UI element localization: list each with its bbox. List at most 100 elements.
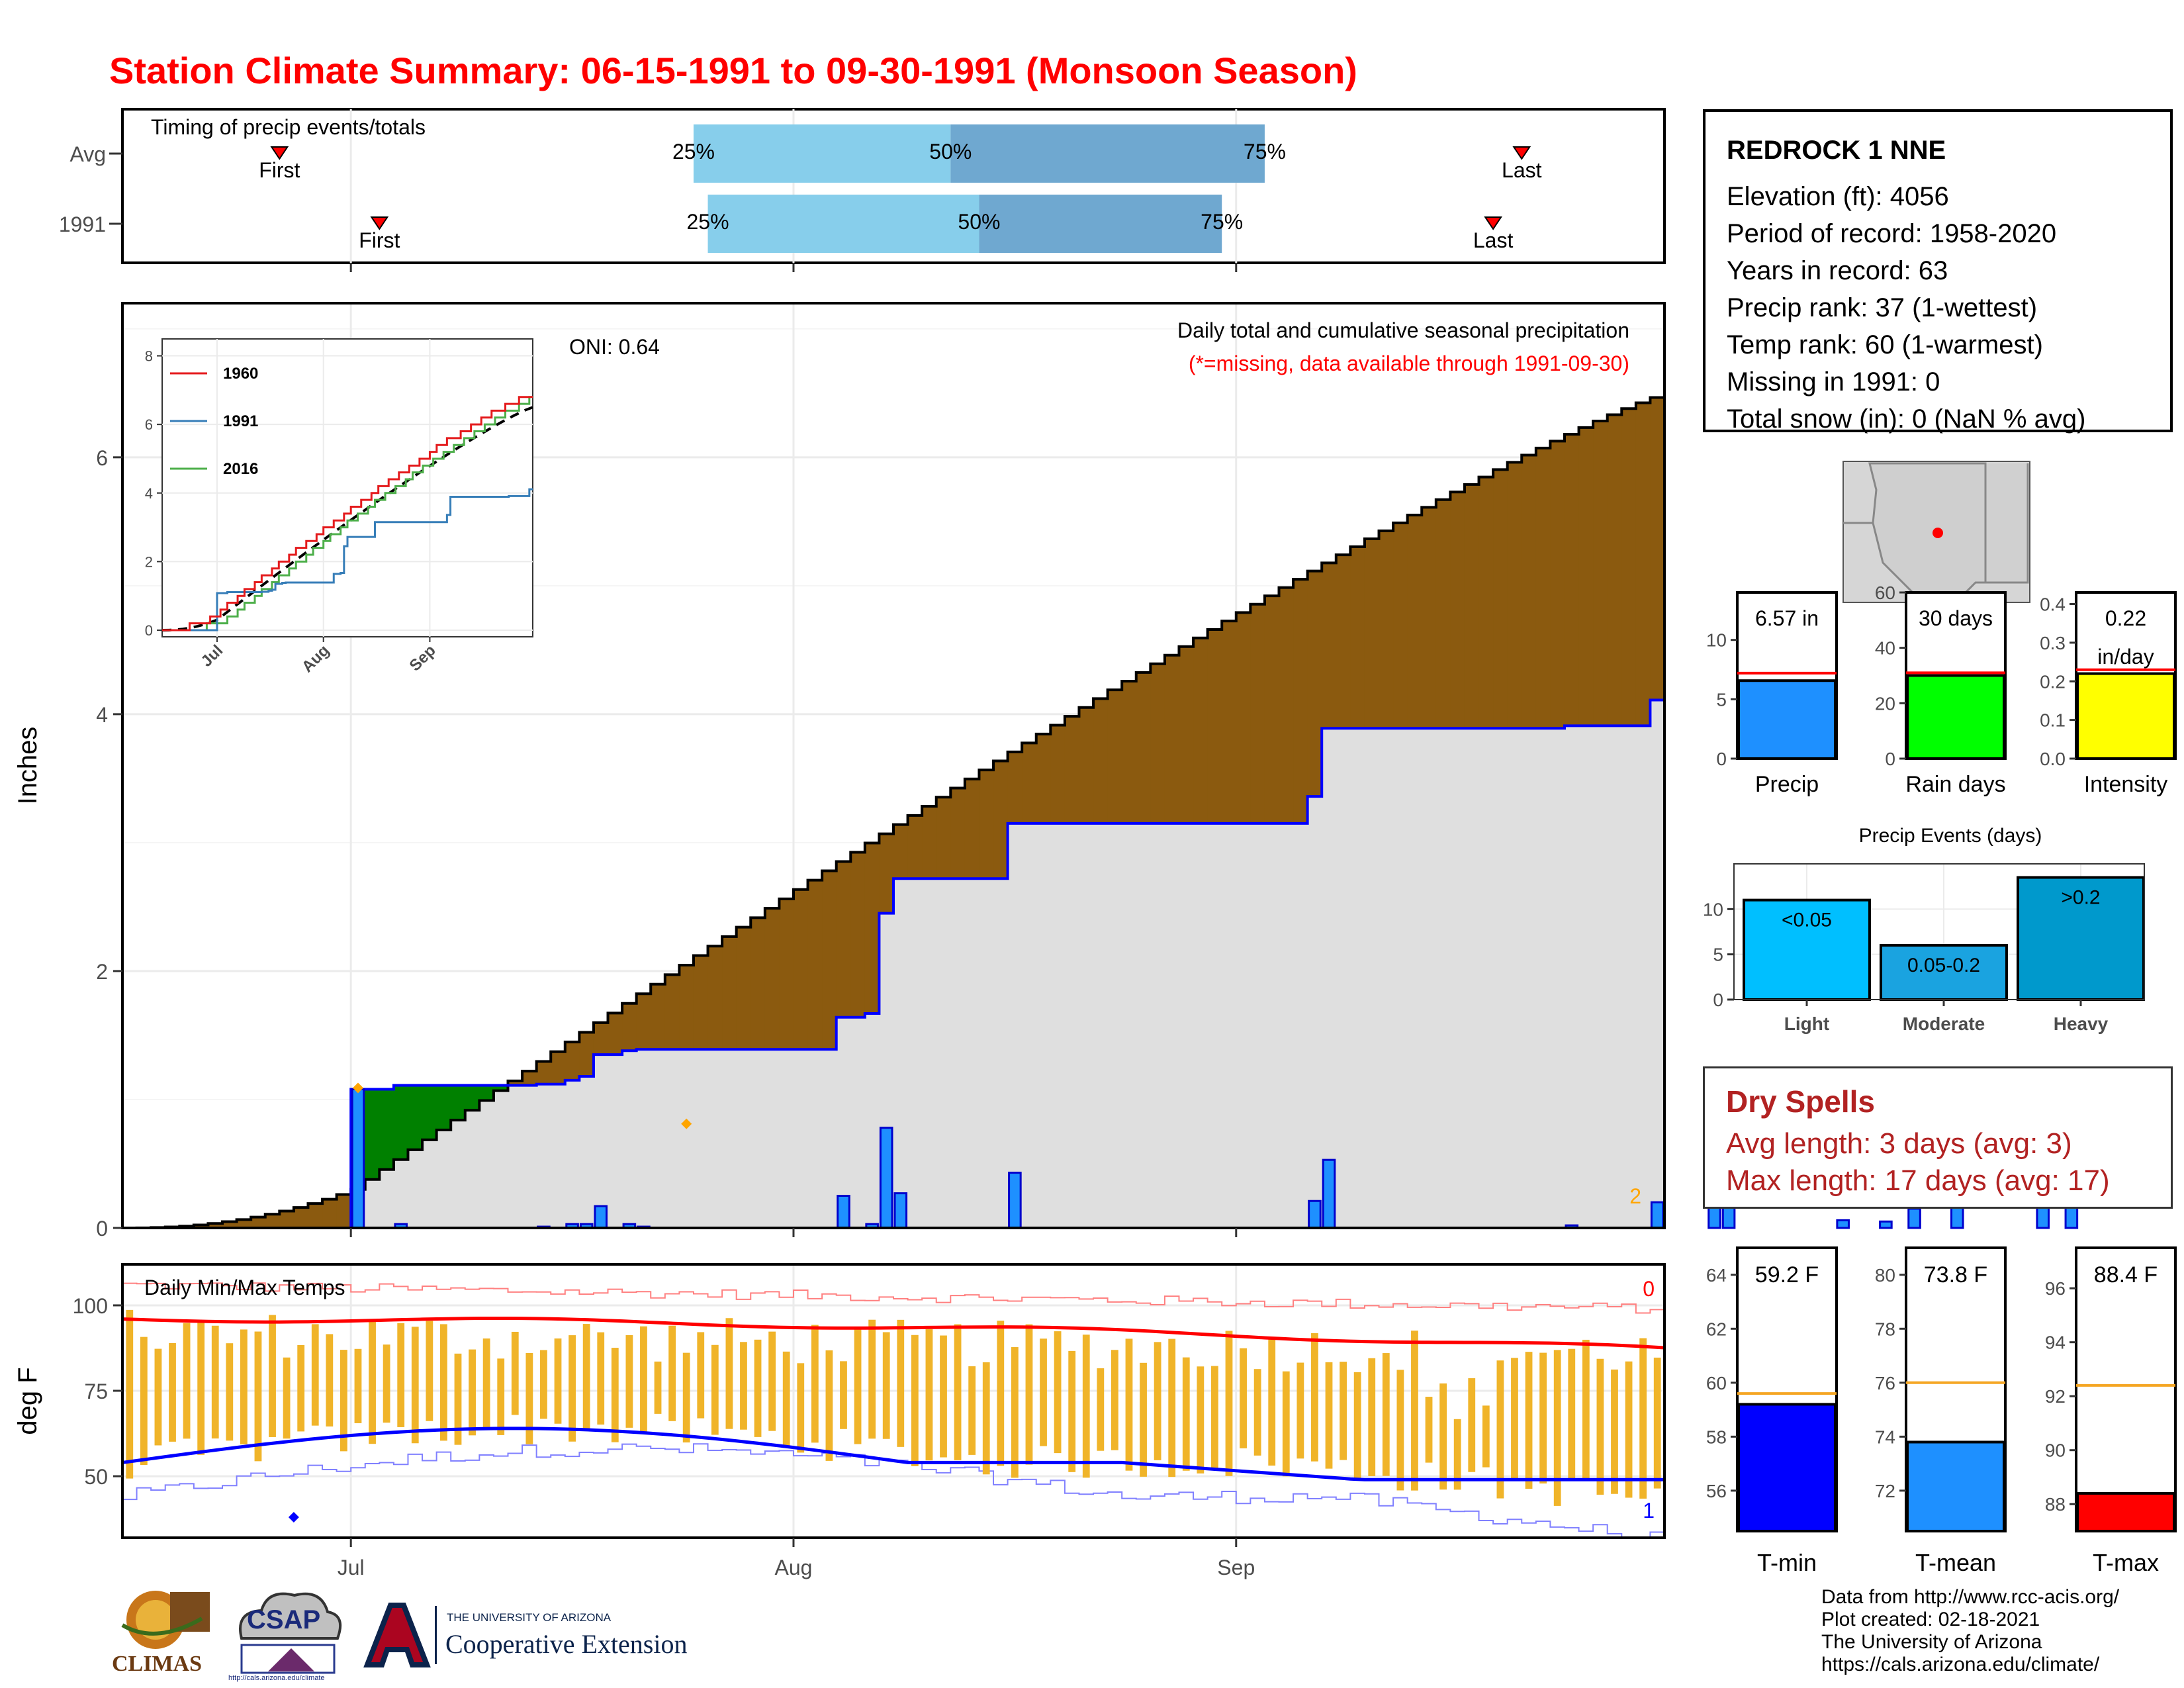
temp-daily-bar bbox=[1182, 1357, 1190, 1471]
precip-deficit-area bbox=[1450, 492, 1465, 729]
temp-daily-bar bbox=[954, 1324, 962, 1460]
temp-daily-bar bbox=[1568, 1348, 1576, 1479]
precip-y-tick-label: 2 bbox=[96, 960, 108, 984]
temp-daily-bar bbox=[411, 1327, 419, 1444]
precip-deficit-area bbox=[1336, 555, 1351, 729]
timing-bar-early bbox=[707, 195, 979, 253]
temp-daily-bar bbox=[697, 1332, 705, 1419]
temp-summary-value: 73.8 F bbox=[1924, 1262, 1987, 1288]
temp-daily-bar bbox=[569, 1335, 576, 1442]
precip-events-bar-label: >0.2 bbox=[2061, 887, 2100, 909]
oni-label: ONI: 0.64 bbox=[569, 335, 660, 359]
precip-deficit-area bbox=[1493, 469, 1508, 729]
precip-deficit-area bbox=[1379, 530, 1394, 729]
timing-first-marker bbox=[270, 146, 289, 160]
precip-deficit-area bbox=[936, 797, 951, 879]
precip-deficit-area bbox=[1650, 397, 1665, 700]
precip-deficit-area bbox=[1535, 447, 1551, 729]
temp-summary-tick-label: 96 bbox=[2045, 1278, 2066, 1299]
precip-deficit-area bbox=[751, 917, 766, 1050]
precip-deficit-area bbox=[293, 1207, 309, 1228]
temp-daily-bar bbox=[940, 1335, 947, 1458]
inset-frame bbox=[161, 338, 533, 637]
temp-y-tick-label: 50 bbox=[84, 1465, 108, 1489]
station-details: Elevation (ft): 4056 Period of record: 19… bbox=[1727, 178, 2170, 438]
temp-daily-bar bbox=[797, 1363, 805, 1453]
temp-daily-bar bbox=[1225, 1331, 1233, 1476]
temp-daily-bar bbox=[1525, 1352, 1533, 1489]
precip-daily-bar bbox=[1836, 1219, 1850, 1229]
temp-avg-min-line bbox=[122, 1427, 1664, 1481]
timing-last-label: Last bbox=[1473, 228, 1514, 252]
temp-daily-bar bbox=[169, 1342, 176, 1442]
precip-deficit-area bbox=[1479, 477, 1494, 729]
temp-y-axis-title: deg F bbox=[13, 1367, 42, 1434]
temp-daily-bar bbox=[1596, 1358, 1604, 1495]
precip-deficit-area bbox=[651, 984, 666, 1050]
inset-y-tick-label: 2 bbox=[145, 553, 153, 570]
inset-y-tick-label: 0 bbox=[145, 622, 153, 639]
precip-deficit-area bbox=[893, 824, 909, 879]
csap-logo: CSAP http://cals.arizona.edu/climate bbox=[228, 1585, 347, 1685]
temp-summary-bar-t-min bbox=[1737, 1403, 1837, 1532]
precip-deficit-area bbox=[1322, 563, 1337, 729]
footer-line: https://cals.arizona.edu/climate/ bbox=[1821, 1654, 2100, 1675]
mini-bar-tick-label: 0 bbox=[1716, 749, 1727, 769]
precip-deficit-area bbox=[1236, 612, 1251, 823]
precip-deficit-area bbox=[279, 1211, 295, 1228]
temp-daily-bar bbox=[1582, 1339, 1590, 1480]
precip-daily-bar bbox=[1907, 1207, 1921, 1229]
temp-summary-tick-label: 60 bbox=[1706, 1373, 1727, 1393]
precip-deficit-area bbox=[1307, 571, 1322, 797]
dry-spells-title: Dry Spells bbox=[1726, 1084, 1875, 1119]
precip-deficit-area bbox=[522, 1071, 537, 1086]
temp-summary-tick-label: 76 bbox=[1875, 1373, 1895, 1393]
temp-daily-bar bbox=[1111, 1350, 1118, 1450]
precip-deficit-area bbox=[1222, 621, 1237, 823]
precip-deficit-area bbox=[1578, 427, 1594, 726]
precip-deficit-area bbox=[1364, 538, 1380, 729]
temp-daily-bar bbox=[825, 1350, 833, 1461]
precip-deficit-area bbox=[251, 1217, 266, 1228]
temp-daily-bar bbox=[611, 1348, 619, 1442]
temp-daily-bar bbox=[840, 1361, 847, 1429]
temp-daily-bar bbox=[440, 1324, 447, 1441]
temp-daily-bar bbox=[383, 1344, 390, 1423]
precip-deficit-area bbox=[822, 870, 837, 1050]
precip-deficit-area bbox=[736, 927, 751, 1050]
temp-daily-bar bbox=[226, 1343, 234, 1441]
inset-avg-line bbox=[161, 406, 533, 632]
temp-daily-bar bbox=[1482, 1405, 1490, 1468]
precip-deficit-area bbox=[636, 994, 651, 1050]
precip-deficit-area bbox=[608, 1013, 623, 1055]
precip-surplus-area bbox=[379, 1089, 394, 1170]
precip-deficit-area bbox=[1022, 743, 1037, 823]
temp-daily-bar bbox=[1040, 1338, 1047, 1446]
temp-summary-tick-label: 74 bbox=[1875, 1427, 1895, 1447]
precip-events-y-tick-label: 5 bbox=[1713, 945, 1723, 965]
mini-bar-tick-label: 5 bbox=[1716, 689, 1727, 710]
temp-daily-bar bbox=[1325, 1362, 1333, 1469]
timing-first-label: First bbox=[359, 228, 400, 252]
precip-deficit-area bbox=[1093, 698, 1109, 823]
timing-last-marker bbox=[1484, 216, 1502, 230]
temp-daily-bar bbox=[1253, 1369, 1261, 1456]
precip-events-bar-moderate bbox=[1880, 944, 2008, 1001]
csap-logo-text: CSAP bbox=[247, 1605, 321, 1634]
temp-summary-tick-label: 80 bbox=[1875, 1265, 1895, 1286]
precip-deficit-area bbox=[779, 898, 794, 1050]
temp-daily-bar bbox=[240, 1329, 248, 1444]
temp-daily-bar bbox=[1353, 1372, 1361, 1479]
precip-deficit-area bbox=[1621, 408, 1637, 726]
precip-deficit-area bbox=[707, 946, 723, 1050]
mini-bar-rain-days bbox=[1906, 674, 2005, 760]
temp-daily-bar bbox=[1496, 1360, 1504, 1499]
temp-daily-bar bbox=[554, 1338, 562, 1424]
precip-deficit-area bbox=[1422, 507, 1437, 729]
inset-y-tick-label: 4 bbox=[145, 485, 153, 502]
temp-daily-bar bbox=[882, 1332, 890, 1439]
precip-deficit-area bbox=[1107, 690, 1122, 823]
precip-daily-bar bbox=[1322, 1158, 1336, 1229]
precip-deficit-area bbox=[1179, 646, 1194, 823]
